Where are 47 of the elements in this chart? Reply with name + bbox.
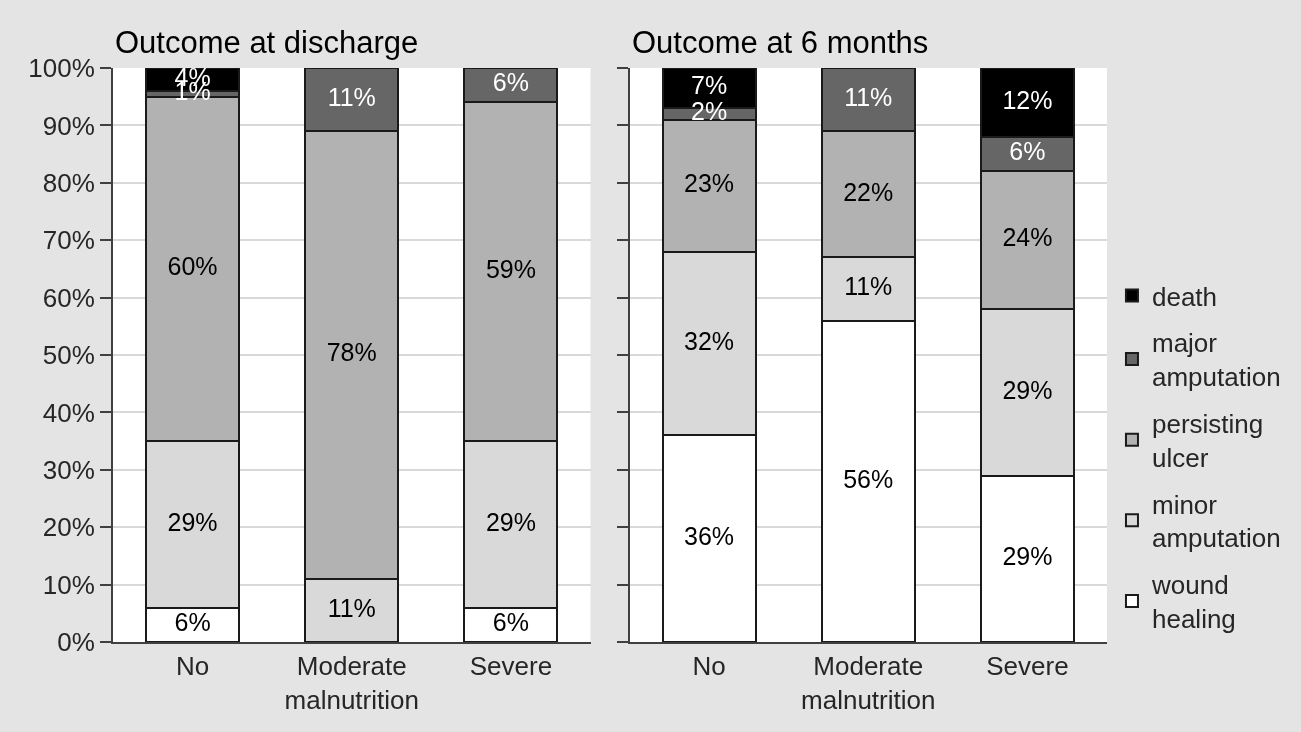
y-tick-label: 80% (42, 167, 95, 198)
y-tick-label: 70% (42, 225, 95, 256)
data-label: 59% (485, 255, 536, 284)
data-label: 60% (167, 252, 218, 281)
data-label: 6% (1009, 137, 1046, 166)
data-label: 36% (684, 521, 735, 550)
data-label: 7% (691, 71, 728, 100)
data-label: 24% (1002, 223, 1053, 252)
y-tick-label: 30% (42, 454, 95, 485)
data-label: 29% (1002, 542, 1053, 571)
data-label: 29% (485, 507, 536, 536)
data-label: 6% (492, 68, 529, 97)
data-label: 11% (327, 82, 376, 111)
chart-title: Outcome at discharge (115, 25, 419, 60)
y-tick-label: 0% (57, 627, 95, 658)
data-label: 11% (844, 82, 893, 111)
legend-label: death (1151, 281, 1218, 312)
x-tick-label: Severe (986, 651, 1069, 682)
x-tick-label: No (175, 651, 210, 682)
y-tick-label: 20% (42, 512, 95, 543)
data-label: 11% (844, 272, 893, 301)
legend-label: persisting ulcer (1151, 408, 1264, 473)
y-tick-label: 50% (42, 340, 95, 371)
chart-title: Outcome at 6 months (632, 25, 929, 60)
data-label: 32% (684, 326, 735, 355)
data-label: 56% (843, 464, 894, 493)
legend-label: wound healing (1150, 570, 1236, 634)
x-tick-label: Severe (469, 651, 553, 682)
data-label: 6% (492, 608, 529, 637)
data-label: 6% (174, 608, 211, 637)
data-label: 78% (326, 338, 377, 367)
x-tick-label: No (692, 651, 726, 682)
y-tick-label: 90% (42, 110, 95, 141)
legend-label: minor amputation (1151, 489, 1281, 554)
y-tick-label: 100% (28, 53, 95, 84)
data-label: 29% (1002, 375, 1053, 404)
data-label: 23% (684, 168, 735, 197)
y-tick-label: 40% (42, 397, 95, 428)
data-label: 12% (1002, 85, 1053, 114)
x-tick-label: Moderate malnutrition (284, 651, 419, 715)
data-label: 11% (327, 593, 376, 622)
data-label: 29% (167, 507, 218, 536)
data-label: 22% (843, 177, 894, 206)
y-tick-label: 60% (42, 282, 95, 313)
x-tick-label: Moderate malnutrition (801, 651, 936, 715)
legend-label: major amputation (1151, 328, 1281, 393)
y-tick-label: 10% (42, 569, 95, 600)
